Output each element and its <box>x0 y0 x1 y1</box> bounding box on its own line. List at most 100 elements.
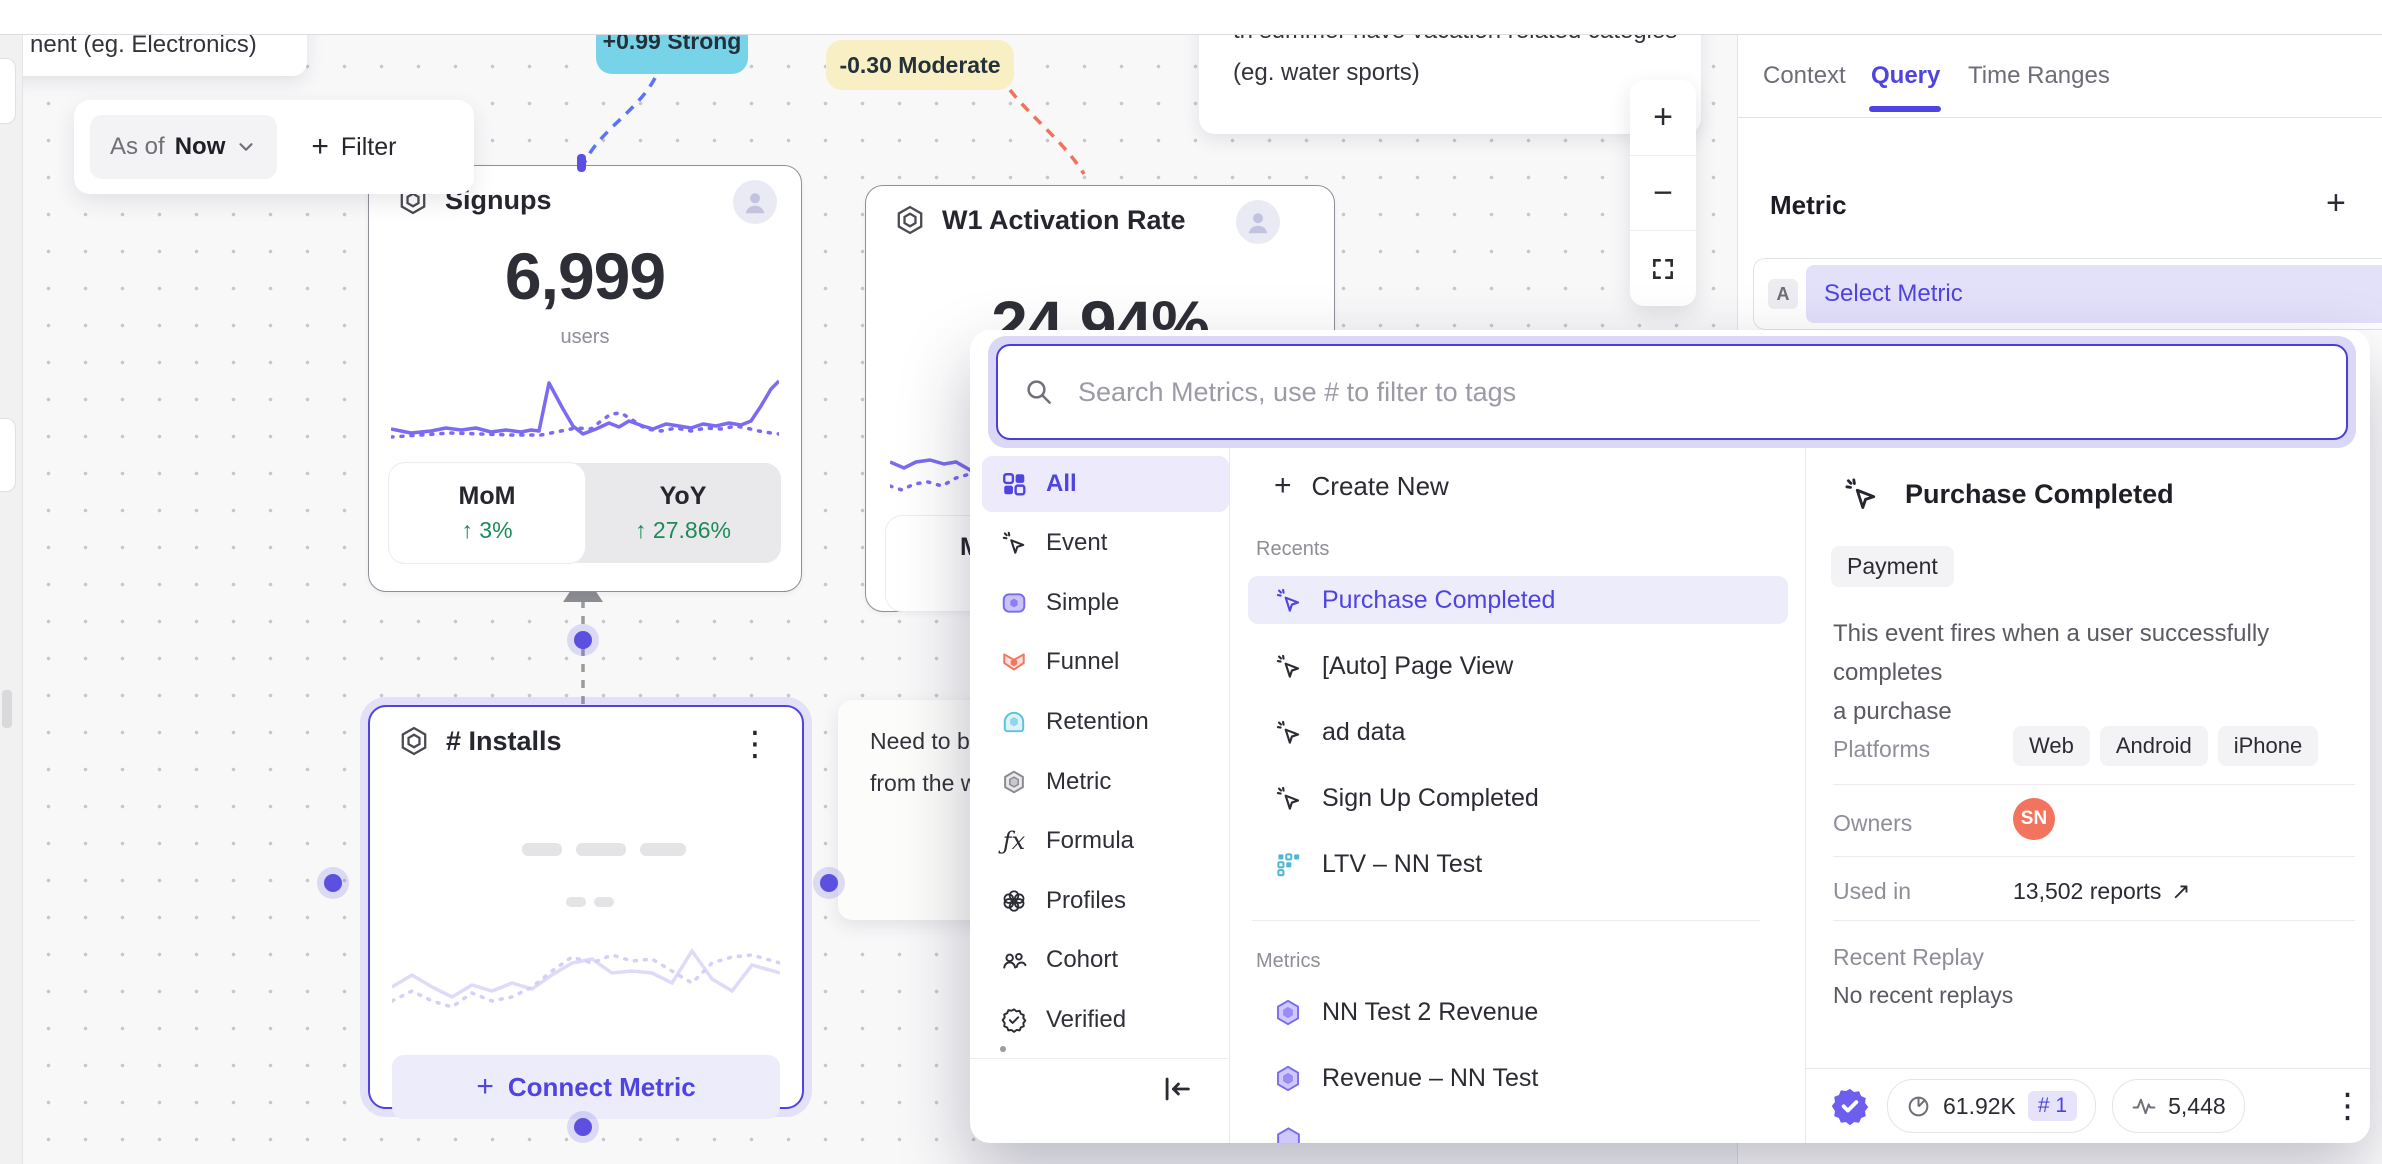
fit-screen-button[interactable] <box>1630 230 1696 306</box>
detail-footer: 61.92K # 1 5,448 ⋮ <box>1805 1068 2370 1143</box>
badge-text: -0.30 Moderate <box>839 51 1001 78</box>
connection-dot[interactable] <box>574 1118 592 1136</box>
left-rail <box>0 34 23 1164</box>
list-item-nn-test-2-revenue[interactable]: NN Test 2 Revenue <box>1248 988 1788 1036</box>
event-icon <box>1274 652 1302 680</box>
connection-dot[interactable] <box>324 874 342 892</box>
search-input[interactable] <box>1076 375 2320 409</box>
used-in-count: 13,502 reports <box>2013 878 2162 904</box>
zoom-out-button[interactable]: − <box>1630 154 1696 231</box>
list-item-label: Sign Up Completed <box>1322 783 1539 812</box>
metric-hexagon-icon <box>401 726 427 756</box>
category-retention[interactable]: Retention <box>982 694 1229 750</box>
section-label-metrics: Metrics <box>1256 950 1321 972</box>
avatar[interactable] <box>1236 200 1280 244</box>
category-event[interactable]: Event <box>982 515 1229 571</box>
as-of-dropdown[interactable]: As of Now <box>90 115 278 179</box>
info-divider <box>1833 920 2355 921</box>
experiment-icon <box>1274 850 1302 878</box>
collapse-panel-button[interactable] <box>1160 1072 1194 1106</box>
card-menu-button[interactable]: ⋮ <box>738 727 772 761</box>
zoom-controls: + − <box>1630 80 1696 306</box>
metric-hexagon-icon <box>1000 768 1028 796</box>
category-all[interactable]: All <box>982 456 1229 512</box>
category-formula[interactable]: ƒx Formula <box>982 813 1229 869</box>
volume-pill[interactable]: 61.92K # 1 <box>1887 1079 2097 1133</box>
rail-item[interactable] <box>0 58 16 124</box>
event-icon <box>1000 529 1028 557</box>
plus-icon: + <box>2326 184 2346 222</box>
arrow-up-right-icon: ↗ <box>2171 878 2191 904</box>
chevron-down-icon <box>239 143 253 151</box>
tab-query[interactable]: Query <box>1871 62 1940 90</box>
metric-card-signups[interactable]: Signups 6,999 users MoM ↑ 3% YoY <box>368 154 802 592</box>
list-item-purchase-completed[interactable]: Purchase Completed <box>1248 576 1788 624</box>
correlation-badge-moderate[interactable]: -0.30 Moderate <box>826 40 1014 90</box>
info-divider <box>1833 784 2355 785</box>
category-metric[interactable]: Metric <box>982 754 1229 810</box>
footer-menu-button[interactable]: ⋮ <box>2331 1089 2365 1123</box>
card-title: W1 Activation Rate <box>942 204 1186 235</box>
connection-dot[interactable] <box>574 631 592 649</box>
event-icon <box>1845 478 1876 509</box>
used-in-label: Used in <box>1833 878 1911 904</box>
metric-card-installs[interactable]: # Installs ⋮ + Connect Metric <box>368 705 804 1119</box>
category-verified[interactable]: Verified <box>982 992 1229 1048</box>
metric-letter-badge: A <box>1768 279 1798 309</box>
tab-label: Time Ranges <box>1968 62 2110 89</box>
connect-metric-label: Connect Metric <box>507 1071 696 1102</box>
list-item-ltv-nn-test[interactable]: LTV – NN Test <box>1248 840 1788 888</box>
search-field[interactable] <box>996 344 2348 440</box>
connection-handle-top[interactable] <box>577 154 586 172</box>
connection-dot[interactable] <box>820 874 838 892</box>
scroll-hint-dot <box>1000 1046 1006 1052</box>
toggle-mom[interactable]: MoM ↑ 3% <box>389 463 585 563</box>
metric-value: 6,999 <box>504 239 666 313</box>
volume-value: 61.92K <box>1943 1092 2016 1119</box>
category-simple[interactable]: Simple <box>982 575 1229 631</box>
list-item-label: LTV – NN Test <box>1322 849 1483 878</box>
detail-tag[interactable]: Payment <box>1831 546 1954 587</box>
add-metric-button[interactable]: + <box>2326 184 2346 223</box>
list-item-revenue-nn-test[interactable]: Revenue – NN Test <box>1248 1054 1788 1102</box>
rail-item[interactable] <box>0 418 16 492</box>
category-label: Verified <box>1046 1006 1127 1033</box>
add-filter-button[interactable]: + Filter <box>311 130 396 164</box>
used-in-value[interactable]: 13,502 reports ↗ <box>2013 878 2191 905</box>
category-label: All <box>1046 470 1077 497</box>
as-of-value: Now <box>174 133 226 160</box>
column-divider <box>1805 448 1806 1143</box>
list-item-auto-page-view[interactable]: [Auto] Page View <box>1248 642 1788 690</box>
owner-avatar[interactable]: SN <box>2013 798 2055 840</box>
verified-badge-icon <box>1831 1088 1869 1126</box>
list-item-ad-data[interactable]: ad data <box>1248 708 1788 756</box>
metric-row-a[interactable]: A Select Metric <box>1753 258 2382 330</box>
column-divider <box>1229 448 1230 1143</box>
tab-label: Context <box>1763 62 1846 89</box>
zoom-in-icon: + <box>1653 97 1673 136</box>
rail-item[interactable] <box>2 690 12 728</box>
toggle-yoy[interactable]: YoY ↑ 27.86% <box>585 463 781 563</box>
connect-metric-button[interactable]: + Connect Metric <box>392 1055 780 1119</box>
tag-chip: Payment <box>1831 546 1954 587</box>
zoom-in-button[interactable]: + <box>1630 80 1696 155</box>
list-item-sign-up-completed[interactable]: Sign Up Completed <box>1248 774 1788 822</box>
select-metric-field[interactable]: Select Metric <box>1806 265 2382 323</box>
tab-context[interactable]: Context <box>1763 62 1846 90</box>
count-pill[interactable]: 5,448 <box>2112 1079 2245 1133</box>
kebab-icon: ⋮ <box>2330 1087 2365 1125</box>
category-label: Profiles <box>1046 887 1127 914</box>
create-new-button[interactable]: + Create New <box>1248 462 1788 510</box>
metric-section-heading: Metric <box>1770 190 1847 220</box>
category-funnel[interactable]: Funnel <box>982 634 1229 690</box>
retention-icon <box>1000 708 1028 736</box>
panel-divider <box>1738 117 2382 118</box>
category-label: Event <box>1046 529 1108 556</box>
plus-icon: + <box>311 130 329 163</box>
category-profiles[interactable]: Profiles <box>982 873 1229 929</box>
tab-time-ranges[interactable]: Time Ranges <box>1968 62 2110 90</box>
filter-label: Filter <box>340 132 397 161</box>
avatar[interactable] <box>733 180 777 224</box>
category-cohort[interactable]: Cohort <box>982 932 1229 988</box>
owner-initials: SN <box>2013 798 2055 840</box>
